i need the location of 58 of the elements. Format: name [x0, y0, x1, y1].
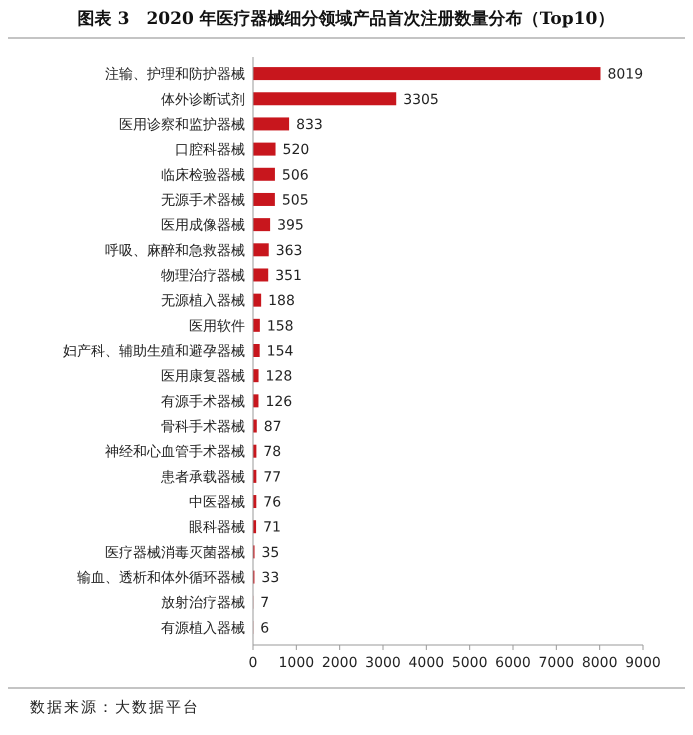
- y-tick-label: 有源手术器械: [161, 394, 245, 410]
- data-label: 520: [282, 142, 310, 158]
- data-label: 505: [282, 192, 309, 208]
- x-tick-label: 2000: [322, 655, 358, 671]
- y-tick-label: 体外诊断试剂: [161, 92, 245, 108]
- y-tick-label: 医用诊察和监护器械: [119, 116, 245, 133]
- y-tick-label: 口腔科器械: [175, 142, 245, 158]
- x-tick-label: 9000: [625, 655, 661, 671]
- y-tick-label: 输血、透析和体外循环器械: [77, 570, 245, 586]
- data-label: 78: [263, 444, 282, 460]
- y-tick-label: 医用成像器械: [161, 218, 245, 234]
- x-tick-label: 5000: [452, 655, 488, 671]
- y-tick-label: 医用康复器械: [161, 368, 245, 385]
- data-label: 128: [266, 368, 292, 385]
- y-tick-label: 无源植入器械: [161, 293, 245, 310]
- x-tick-label: 6000: [495, 655, 531, 671]
- y-tick-label: 放射治疗器械: [161, 595, 245, 612]
- y-tick-label: 医疗器械消毒灭菌器械: [105, 544, 245, 561]
- data-label: 158: [266, 318, 294, 334]
- y-tick-label: 医用软件: [189, 318, 245, 334]
- x-tick-label: 3000: [365, 655, 401, 671]
- data-label: 3305: [403, 92, 439, 108]
- source-note: 数据来源：大数据平台: [30, 698, 200, 716]
- y-tick-label: 无源手术器械: [161, 192, 245, 208]
- y-tick-label: 有源植入器械: [161, 620, 245, 636]
- data-label: 154: [266, 344, 294, 360]
- data-label: 506: [282, 167, 309, 184]
- y-tick-label: 神经和心血管手术器械: [105, 444, 245, 460]
- x-tick-label: 0: [248, 655, 258, 671]
- data-label: 395: [277, 218, 304, 234]
- data-label: 7: [260, 595, 270, 612]
- data-label: 35: [262, 544, 280, 561]
- data-label: 71: [263, 520, 281, 536]
- x-tick-label: 4000: [408, 655, 444, 671]
- data-label: 87: [264, 419, 282, 436]
- data-label: 33: [261, 570, 280, 586]
- x-tick-label: 7000: [538, 655, 574, 671]
- chart-title: 图表 3 2020 年医疗器械细分领域产品首次注册数量分布（Top10）: [78, 9, 614, 29]
- y-tick-label: 患者承载器械: [160, 469, 245, 486]
- y-tick-label: 骨科手术器械: [161, 419, 245, 436]
- y-tick-label: 临床检验器械: [161, 167, 245, 184]
- x-tick-label: 8000: [582, 655, 618, 671]
- y-tick-label: 中医器械: [189, 494, 245, 511]
- data-label: 6: [260, 620, 270, 636]
- y-tick-label: 眼科器械: [189, 520, 245, 536]
- data-label: 833: [296, 116, 323, 133]
- y-tick-label: 注输、护理和防护器械: [105, 66, 245, 83]
- data-label: 8019: [607, 66, 644, 83]
- data-label: 363: [276, 242, 302, 259]
- data-label: 77: [263, 469, 282, 486]
- y-tick-label: 物理治疗器械: [161, 268, 245, 284]
- data-label: 76: [263, 494, 282, 511]
- y-tick-label: 呼吸、麻醉和急救器械: [105, 242, 245, 259]
- x-tick-label: 1000: [278, 655, 314, 671]
- data-label: 126: [265, 394, 292, 410]
- y-tick-label: 妇产科、辅助生殖和避孕器械: [63, 344, 245, 360]
- data-label: 188: [268, 293, 295, 310]
- data-label: 351: [275, 268, 302, 284]
